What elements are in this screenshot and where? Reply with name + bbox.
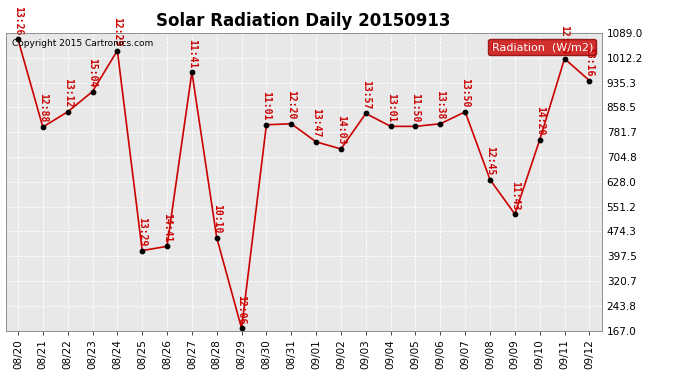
Text: 13:26: 13:26 (13, 6, 23, 35)
Text: 11:43: 11:43 (510, 180, 520, 210)
Point (112, 48, 123, 54)
Text: 13:47: 13:47 (311, 108, 321, 138)
Text: 11:50: 11:50 (411, 93, 420, 122)
Point (12, 36, 23, 42)
Text: 14:20: 14:20 (535, 106, 544, 136)
Text: 13:01: 13:01 (386, 93, 395, 122)
Point (261, 122, 272, 128)
Text: Copyright 2015 Cartronics.com: Copyright 2015 Cartronics.com (12, 39, 152, 48)
Point (161, 243, 172, 249)
Point (37, 124, 48, 130)
Text: 10:10: 10:10 (212, 204, 221, 234)
Point (584, 78, 595, 84)
Point (236, 325, 247, 331)
Text: 12:06: 12:06 (237, 295, 246, 324)
Point (435, 121, 446, 127)
Point (460, 109, 471, 115)
Text: 13:29: 13:29 (137, 217, 147, 246)
Point (310, 139, 322, 145)
Text: 15:04: 15:04 (88, 58, 97, 87)
Legend: Radiation  (W/m2): Radiation (W/m2) (489, 39, 596, 56)
Point (410, 123, 421, 129)
Text: 13:50: 13:50 (460, 78, 470, 108)
Point (137, 248, 148, 254)
Text: 12:20: 12:20 (286, 90, 296, 120)
Text: 13:16: 13:16 (584, 47, 594, 76)
Text: 12:29: 12:29 (112, 17, 122, 46)
Text: 12:45: 12:45 (485, 146, 495, 176)
Point (360, 111, 371, 117)
Point (286, 121, 297, 127)
Text: 13:57: 13:57 (361, 80, 371, 109)
Point (559, 56, 570, 62)
Point (186, 69, 197, 75)
Text: 14:03: 14:03 (336, 116, 346, 145)
Point (62, 109, 73, 115)
Point (335, 146, 346, 152)
Point (484, 177, 495, 183)
Text: 12:88: 12:88 (38, 93, 48, 123)
Point (509, 211, 520, 217)
Text: 11:41: 11:41 (187, 39, 197, 68)
Point (534, 137, 545, 143)
Text: 11:01: 11:01 (262, 91, 271, 121)
Point (211, 235, 222, 241)
Text: 13:38: 13:38 (435, 90, 445, 120)
Title: Solar Radiation Daily 20150913: Solar Radiation Daily 20150913 (157, 12, 451, 30)
Text: 12:24: 12:24 (560, 25, 569, 54)
Point (87, 88, 98, 94)
Text: 13:12: 13:12 (63, 78, 72, 108)
Point (385, 123, 396, 129)
Text: 14:41: 14:41 (162, 213, 172, 242)
